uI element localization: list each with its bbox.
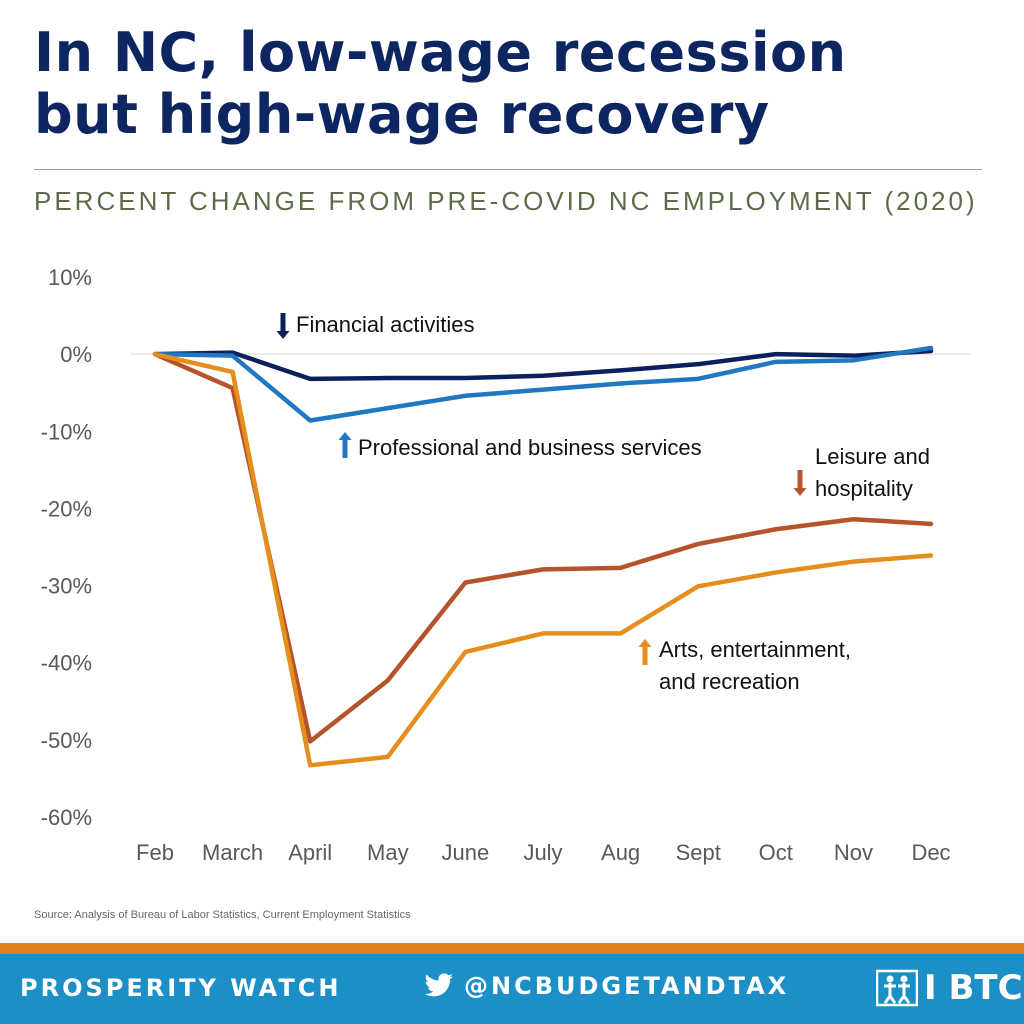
annotation-label: Leisure and — [815, 444, 930, 469]
x-tick-label: Dec — [911, 840, 950, 865]
annotations: Financial activities Professional and bus… — [276, 312, 930, 694]
x-tick-label: July — [523, 840, 562, 865]
title-line-2: but high-wage recovery — [34, 83, 770, 146]
x-tick-label: May — [367, 840, 409, 865]
arrow-down-icon — [276, 313, 290, 339]
annotation-label: and recreation — [659, 669, 800, 694]
y-tick-label: 10% — [48, 265, 92, 290]
annotation-label: Financial activities — [296, 312, 475, 337]
twitter-handle: @NCBUDGETANDTAX — [464, 972, 790, 1000]
page-title: In NC, low-wage recession but high-wage … — [34, 22, 994, 146]
series-line-financial-activities — [152, 348, 934, 382]
y-tick-label: -10% — [41, 419, 92, 444]
y-tick-label: -30% — [41, 574, 92, 599]
annotation: Arts, entertainment, and recreation — [638, 637, 851, 694]
series-line-arts-entertainment-and-recreation — [152, 351, 934, 768]
series-line-leisure-and-hospitality — [152, 351, 934, 744]
annotation-label: Arts, entertainment, — [659, 637, 851, 662]
footer-brand: PROSPERITY WATCH — [20, 974, 342, 1002]
arrow-up-icon — [338, 432, 352, 458]
series-line-professional-and-business-services — [152, 345, 934, 423]
x-axis: Feb March April May June July Aug Sept Oct Nov Dec — [136, 840, 951, 865]
y-tick-label: -50% — [41, 728, 92, 753]
annotation: Professional and business services — [338, 432, 702, 460]
x-tick-label: Oct — [759, 840, 793, 865]
title-divider — [34, 169, 982, 170]
x-tick-label: June — [442, 840, 490, 865]
y-tick-label: -20% — [41, 496, 92, 521]
y-tick-label: 0% — [60, 342, 92, 367]
series-lines — [152, 345, 934, 768]
annotation-label: Professional and business services — [358, 435, 702, 460]
twitter-bird-icon — [424, 973, 453, 997]
chart-subtitle: PERCENT CHANGE FROM PRE-COVID NC EMPLOYM… — [34, 186, 978, 216]
x-tick-label: March — [202, 840, 263, 865]
footer-twitter[interactable]: @NCBUDGETANDTAX — [424, 972, 789, 1000]
line-chart: 10% 0% -10% -20% -30% -40% -50% -60% Feb March Ap… — [41, 265, 971, 865]
x-tick-label: Nov — [834, 840, 873, 865]
x-tick-label: Sept — [676, 840, 721, 865]
arrow-up-icon — [638, 639, 652, 665]
footer-banner: PROSPERITY WATCH @NCBUDGETANDTAX I BTC — [0, 954, 1024, 1024]
x-tick-label: Feb — [136, 840, 174, 865]
annotation: Financial activities — [276, 312, 475, 339]
annotation-label: hospitality — [815, 476, 913, 501]
y-tick-label: -60% — [41, 805, 92, 830]
btc-people-icon — [876, 969, 918, 1007]
x-tick-label: April — [288, 840, 332, 865]
btc-logo-text: I BTC — [924, 968, 1023, 1008]
btc-logo: I BTC — [876, 968, 1023, 1008]
title-line-1: In NC, low-wage recession — [34, 21, 847, 84]
annotation: Leisure and hospitality — [793, 444, 930, 501]
x-tick-label: Aug — [601, 840, 640, 865]
footer-accent-bar — [0, 943, 1024, 954]
arrow-down-icon — [793, 470, 807, 496]
y-axis: 10% 0% -10% -20% -30% -40% -50% -60% — [41, 265, 92, 830]
y-tick-label: -40% — [41, 651, 92, 676]
source-note: Source: Analysis of Bureau of Labor Stat… — [34, 909, 411, 921]
